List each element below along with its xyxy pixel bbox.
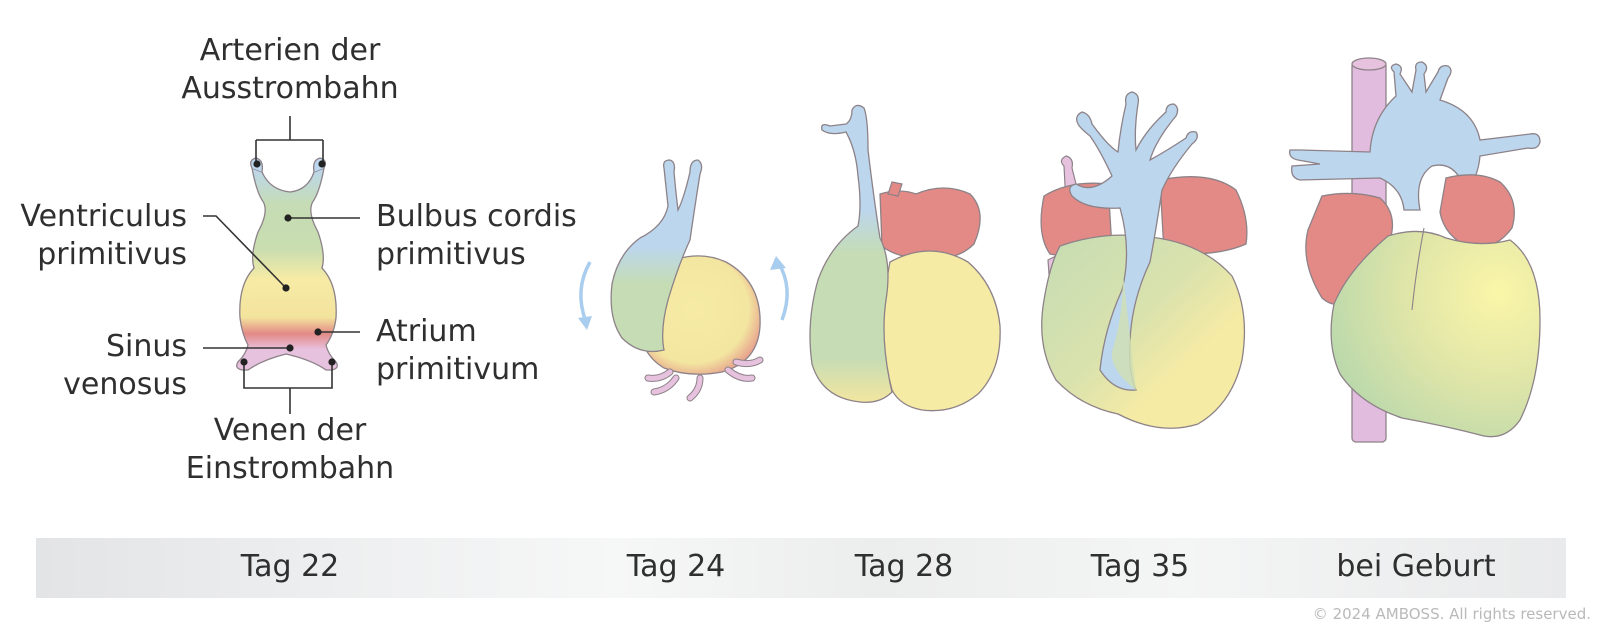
label-atrium-primitivum-line2: primitivum xyxy=(376,352,540,387)
label-atrium-primitivum-line1: Atrium xyxy=(376,314,477,349)
label-sinus-venosus-line2: venosus xyxy=(63,367,187,402)
stage-label-day22: Tag 22 xyxy=(240,549,340,584)
label-arterien-ausstrombahn-line2: Ausstrombahn xyxy=(181,71,399,106)
stage-label-day24: Tag 24 xyxy=(626,549,726,584)
label-sinus-venosus-line1: Sinus xyxy=(105,329,187,364)
label-bulbus-cordis-line1: Bulbus cordis xyxy=(376,199,577,234)
label-arterien-ausstrombahn-line1: Arterien der xyxy=(199,33,381,68)
label-venen-einstrombahn-line1: Venen der xyxy=(213,413,367,448)
stage-label-birth: bei Geburt xyxy=(1336,549,1496,584)
label-ventriculus-line1: Ventriculus xyxy=(20,199,187,234)
label-venen-einstrombahn-line2: Einstrombahn xyxy=(185,451,395,486)
stage-band xyxy=(36,538,1566,598)
heart-at-birth xyxy=(1289,57,1541,443)
copyright-notice: © 2024 AMBOSS. All rights reserved. xyxy=(1312,605,1591,623)
label-ventriculus-line2: primitivus xyxy=(37,237,187,272)
heart-day35 xyxy=(1040,91,1248,429)
label-bulbus-cordis-line2: primitivus xyxy=(376,237,526,272)
heart-loop-day24 xyxy=(578,159,789,402)
heart-day28 xyxy=(809,104,1001,412)
stage-label-day35: Tag 35 xyxy=(1090,549,1190,584)
heart-tube-day22 xyxy=(203,116,360,414)
stage-label-day28: Tag 28 xyxy=(854,549,954,584)
